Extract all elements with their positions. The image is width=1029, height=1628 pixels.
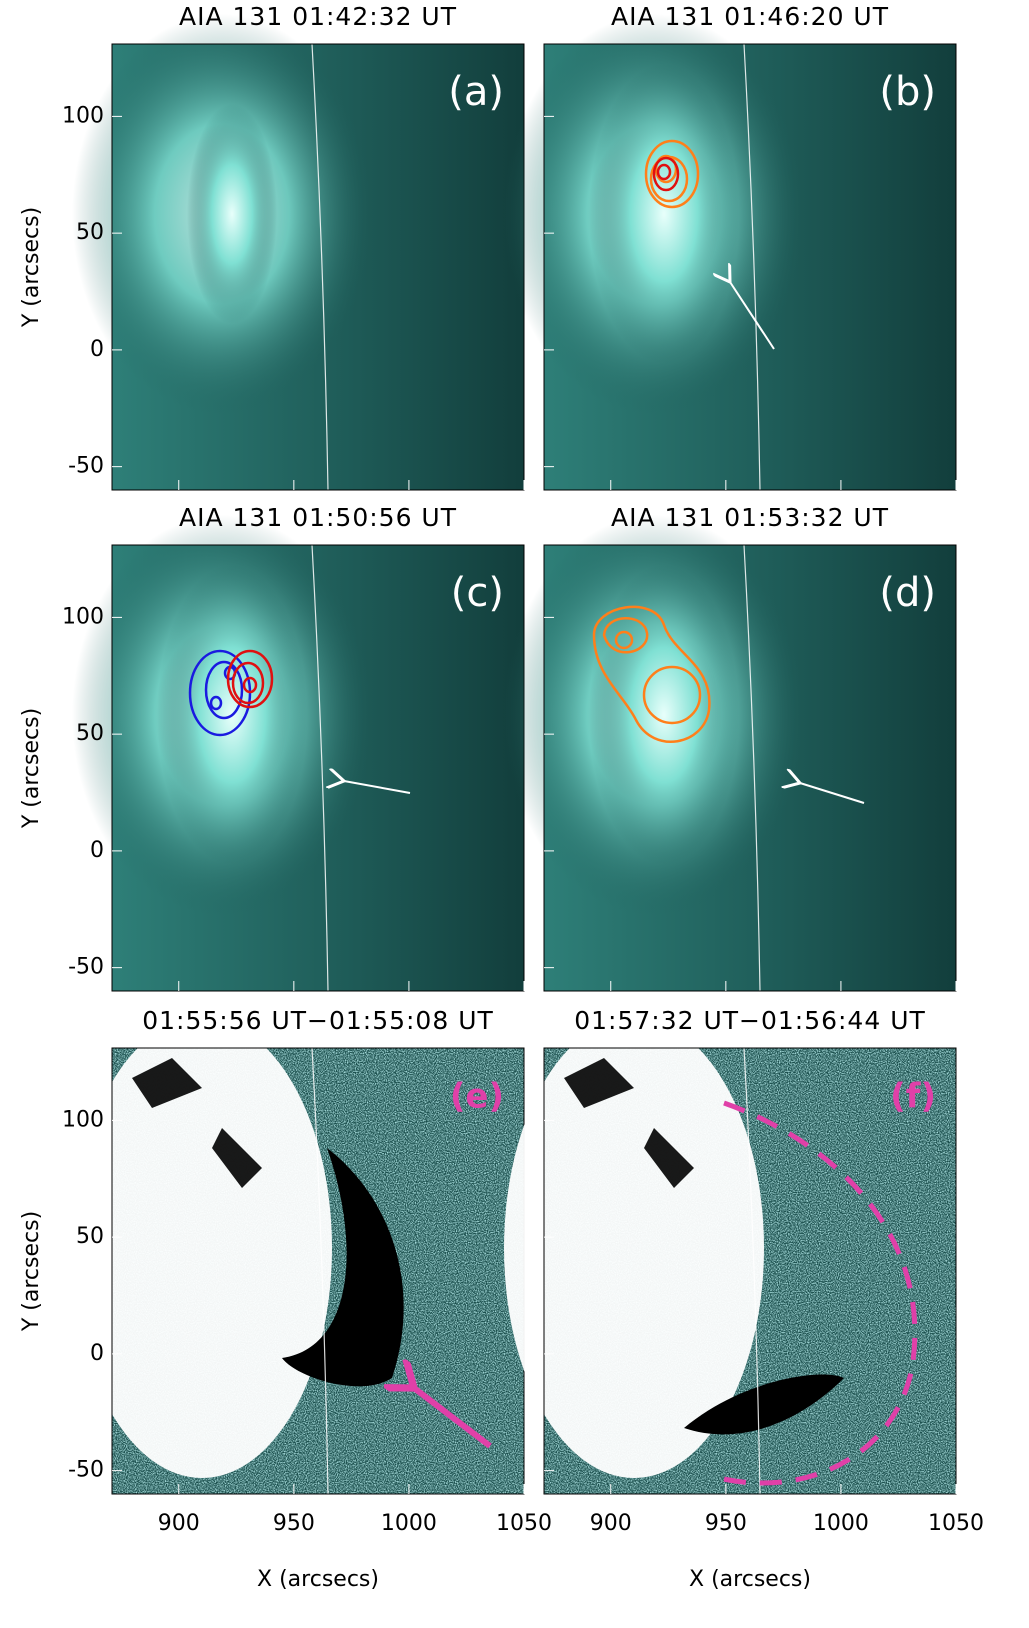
dark-loop — [684, 1374, 844, 1435]
x-tick-label: 1050 — [496, 1511, 552, 1536]
flare-core — [589, 565, 739, 865]
dark-loop — [282, 1148, 404, 1387]
panel: AIA 131 01:42:32 UT (a) -50 0 50 100 Y (arcsec… — [19, 2, 525, 491]
contour — [242, 676, 258, 694]
panel: AIA 131 01:46:20 UT (b) — [504, 2, 957, 491]
dark-streaks — [132, 1058, 262, 1188]
frame — [543, 544, 957, 992]
y-axis-label: Y (arcsecs) — [19, 1211, 44, 1332]
y-axis-label: Y (arcsecs) — [19, 708, 44, 829]
frame — [543, 43, 957, 491]
x-axis-label: X (arcsecs) — [257, 1567, 379, 1592]
panel-tag: (f) — [890, 1077, 936, 1117]
y-tick-label: 50 — [76, 721, 104, 746]
contour — [209, 695, 223, 711]
contour — [656, 163, 672, 181]
arrow — [344, 781, 411, 794]
contour — [226, 649, 274, 709]
flare-core — [589, 64, 739, 364]
panel: 01:57:32 UT−01:56:44 UT (f) 900 950 1000 1050… — [504, 1006, 984, 1592]
panel-tag: (d) — [879, 570, 936, 616]
x-tick-label: 1000 — [813, 1511, 869, 1536]
panel-title: AIA 131 01:53:32 UT — [611, 503, 889, 532]
panel-tag: (c) — [451, 570, 504, 616]
solar-limb — [743, 43, 761, 491]
panel-tag: (b) — [879, 69, 936, 115]
arrow — [414, 1388, 492, 1449]
contour — [652, 156, 680, 192]
arrow — [730, 282, 775, 350]
panel-title: 01:57:32 UT−01:56:44 UT — [574, 1006, 926, 1035]
x-tick-label: 900 — [590, 1511, 632, 1536]
contour — [654, 154, 678, 184]
dark-streaks — [564, 1058, 694, 1188]
dashed-ellipse — [718, 1100, 918, 1486]
y-axis-label: Y (arcsecs) — [19, 207, 44, 328]
panel: AIA 131 01:53:32 UT (d) — [504, 503, 957, 992]
panel: 01:55:56 UT−01:55:08 UT(e)900 950 1000 1050… — [19, 1006, 552, 1592]
contour — [231, 661, 265, 705]
frame — [543, 1047, 957, 1495]
solar-limb — [311, 43, 329, 491]
panel-tag: (a) — [448, 69, 504, 115]
x-tick-label: 1050 — [928, 1511, 984, 1536]
y-tick-label: -50 — [68, 1458, 104, 1483]
x-tick-label: 950 — [705, 1511, 747, 1536]
flare-core — [187, 104, 277, 324]
panel: AIA 131 01:50:56 UT (c) -50 0 50 100 Y (arcsec… — [19, 503, 525, 992]
y-tick-label: 50 — [76, 220, 104, 245]
contour — [204, 660, 244, 720]
x-tick-label: 1000 — [381, 1511, 437, 1536]
x-axis-label: X (arcsecs) — [689, 1567, 811, 1592]
y-tick-label: 50 — [76, 1224, 104, 1249]
solar-limb — [311, 544, 329, 992]
panel-title: 01:55:56 UT−01:55:08 UT — [142, 1006, 494, 1035]
panel-title: AIA 131 01:50:56 UT — [179, 503, 457, 532]
arrow — [800, 783, 865, 804]
panel-title: AIA 131 01:42:32 UT — [179, 2, 457, 31]
y-tick-label: 0 — [90, 1341, 104, 1366]
bright-region — [72, 1018, 332, 1478]
contour — [602, 617, 649, 654]
contour — [614, 630, 634, 650]
y-tick-label: 0 — [90, 838, 104, 863]
bright-region — [504, 1018, 764, 1478]
contour — [592, 605, 711, 744]
panel-tag: (e) — [450, 1077, 504, 1117]
y-tick-label: 100 — [62, 1107, 104, 1132]
panel-title: AIA 131 01:46:20 UT — [611, 2, 889, 31]
solar-limb — [743, 544, 761, 992]
y-tick-label: 100 — [62, 103, 104, 128]
y-tick-label: 100 — [62, 604, 104, 629]
x-tick-label: 900 — [158, 1511, 200, 1536]
y-tick-label: 0 — [90, 337, 104, 362]
contour — [642, 665, 702, 725]
contour — [644, 139, 700, 209]
y-tick-label: -50 — [68, 454, 104, 479]
x-tick-label: 950 — [273, 1511, 315, 1536]
solar-limb — [311, 1047, 329, 1495]
y-tick-label: -50 — [68, 955, 104, 980]
solar-limb — [743, 1047, 761, 1495]
